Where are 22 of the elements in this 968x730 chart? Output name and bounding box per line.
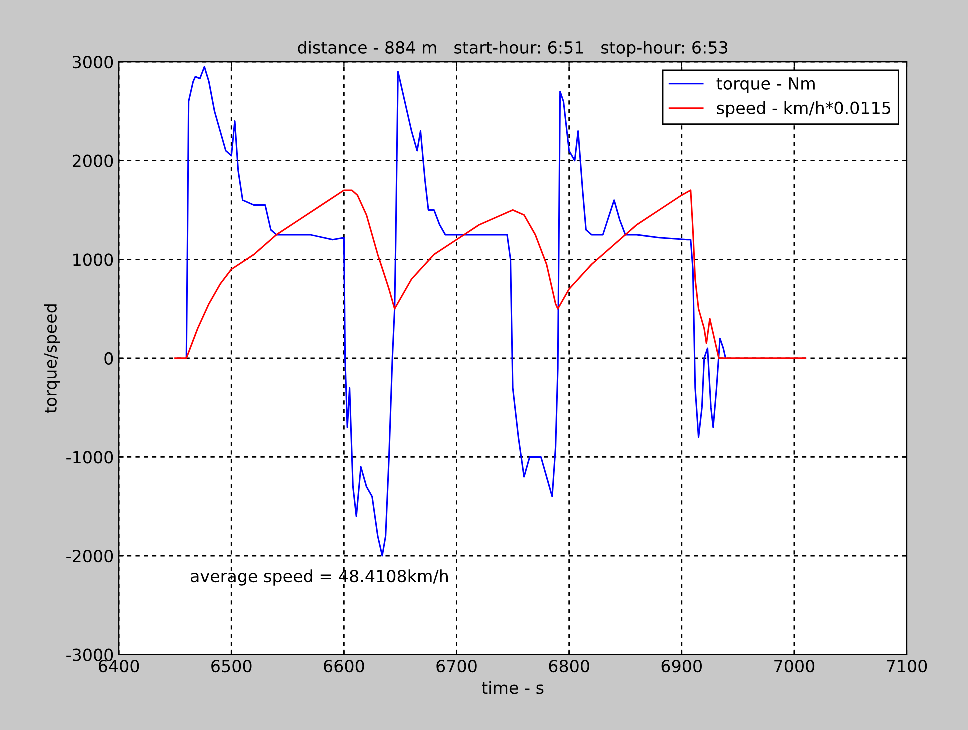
- y-tick-label: -1000: [66, 451, 114, 464]
- y-tick-label: 1000: [74, 254, 114, 266]
- x-axis-title: time - s: [482, 681, 544, 694]
- y-tick-label: 2000: [73, 154, 114, 168]
- x-tick-label: 6400: [99, 660, 140, 673]
- legend-label: torque - Nm: [716, 78, 815, 94]
- y-tick-label: -3000: [66, 648, 114, 662]
- annotation: average speed = 48.4108km/h: [190, 570, 448, 586]
- y-axis-title: torque/speed: [44, 304, 60, 414]
- x-tick-label: 6700: [436, 660, 477, 673]
- chart-title: distance - 884 m start-hour: 6:51 stop-hour: 6:53: [298, 41, 728, 58]
- x-tick-label: 7100: [887, 660, 928, 673]
- line-series: [174, 190, 806, 360]
- y-tick-label: 0: [104, 352, 114, 365]
- x-tick-label: 6900: [662, 660, 702, 673]
- y-tick-label: -2000: [66, 550, 114, 563]
- legend-label: speed - km/h*0.0115: [717, 102, 891, 118]
- y-tick-label: 3000: [73, 56, 114, 69]
- x-tick-label: 7000: [774, 660, 815, 673]
- x-tick-label: 6600: [324, 660, 364, 673]
- x-tick-label: 6500: [212, 660, 252, 673]
- x-tick-label: 6800: [549, 660, 590, 673]
